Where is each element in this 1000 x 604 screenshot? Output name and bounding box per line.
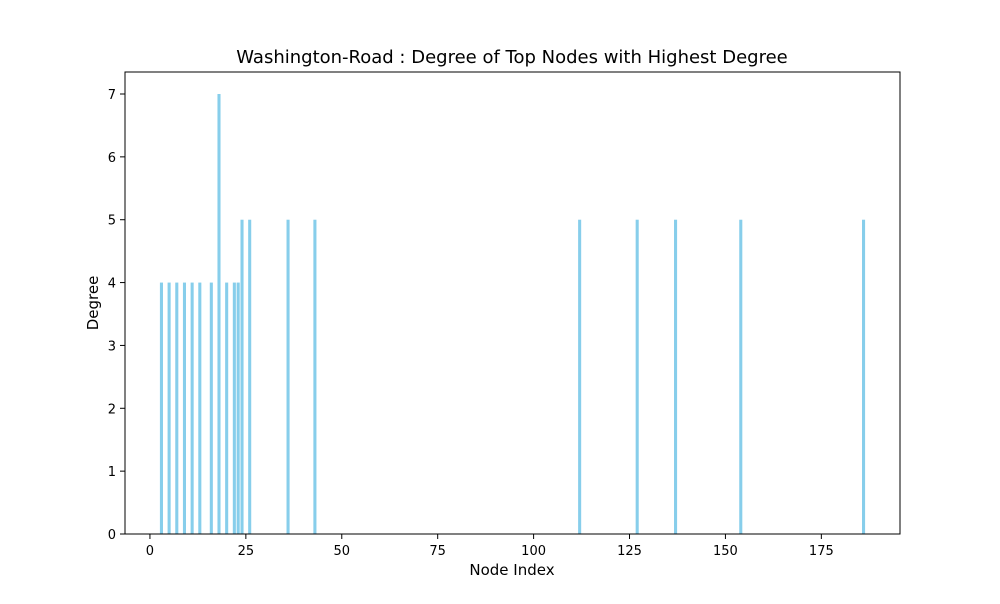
x-tick-label: 0 [146,544,154,559]
bar-node-36 [286,219,290,534]
bar-node-7 [175,282,179,534]
x-tick-label: 150 [713,544,738,559]
bar-node-137 [674,219,678,534]
x-axis-label: Node Index [469,561,554,579]
bar-node-24 [240,219,244,534]
y-tick-label: 0 [108,528,116,543]
x-tick-label: 25 [238,544,255,559]
bar-node-22 [232,282,236,534]
bar-node-26 [248,219,252,534]
bar-node-20 [225,282,229,534]
bar-node-23 [236,282,240,534]
plot-area-frame [124,71,901,535]
bar-node-186 [862,219,866,534]
y-axis-ticks: 0 1 2 3 4 5 6 7 [108,88,125,543]
bar-node-18 [217,94,221,534]
x-tick-label: 125 [617,544,642,559]
x-axis-ticks: 0 25 50 75 100 125 150 175 [146,534,834,559]
bar-node-5 [167,282,171,534]
x-tick-label: 75 [429,544,446,559]
bar-node-13 [198,282,202,534]
chart-title: Washington-Road : Degree of Top Nodes wi… [236,47,787,68]
y-tick-label: 5 [108,214,116,229]
bar-node-16 [209,282,213,534]
y-tick-label: 7 [108,88,116,103]
bar-node-154 [739,219,743,534]
x-tick-label: 100 [521,544,546,559]
y-tick-label: 6 [108,151,116,166]
y-tick-label: 1 [108,465,116,480]
bar-node-43 [313,219,317,534]
bar-node-11 [190,282,194,534]
y-tick-label: 4 [108,277,116,292]
y-tick-label: 2 [108,402,116,417]
bar-node-112 [578,219,582,534]
bar-node-9 [182,282,187,534]
x-tick-label: 175 [809,544,834,559]
y-axis-label: Degree [84,276,102,331]
bars-group [159,94,866,534]
x-tick-label: 50 [333,544,350,559]
bar-node-127 [635,219,639,534]
bar-node-3 [159,282,163,534]
y-tick-label: 3 [108,339,116,354]
